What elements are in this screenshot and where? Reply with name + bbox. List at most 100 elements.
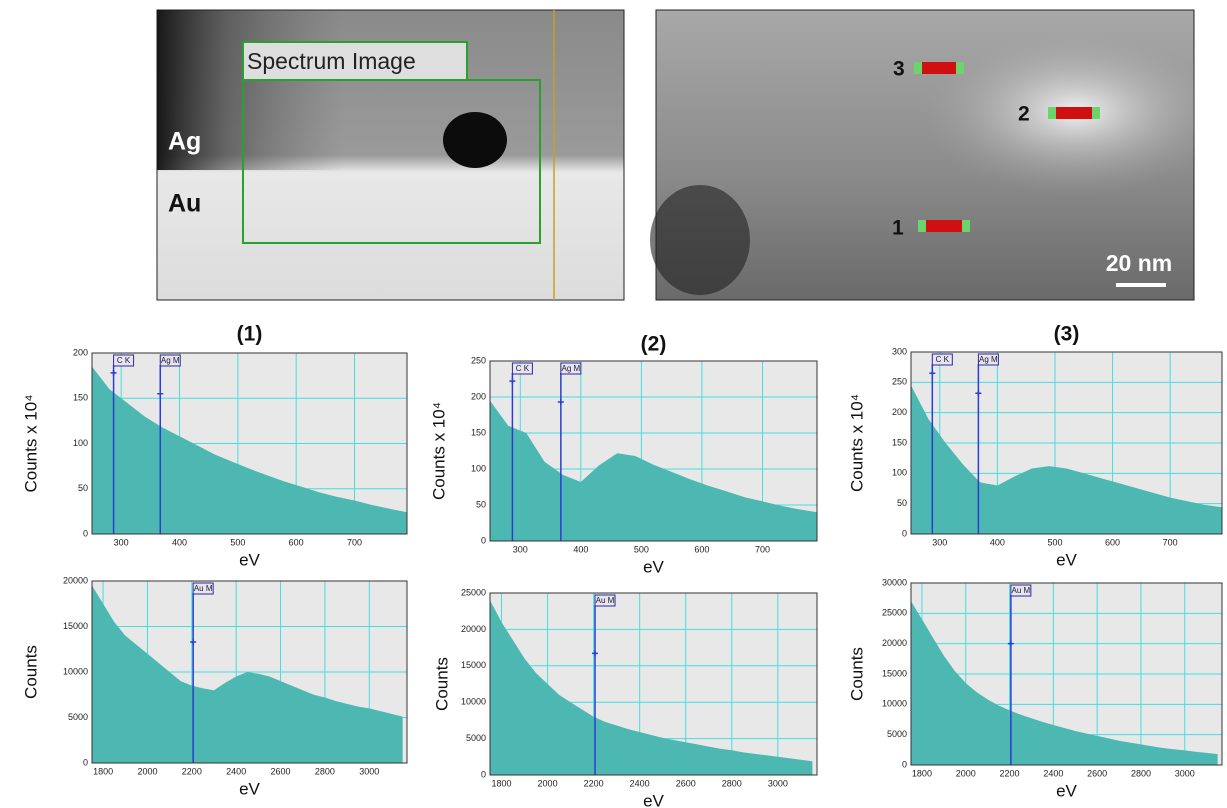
point-marker bbox=[1048, 107, 1100, 119]
x-tick-label: 3000 bbox=[1175, 768, 1195, 778]
point-marker bbox=[914, 62, 964, 74]
x-axis-label: eV bbox=[643, 791, 664, 808]
x-tick-label: 2600 bbox=[1087, 768, 1107, 778]
y-tick-label: 25000 bbox=[461, 587, 486, 597]
x-tick-label: 2400 bbox=[1043, 768, 1063, 778]
edge-marker bbox=[975, 390, 982, 397]
y-tick-label: 20000 bbox=[882, 638, 907, 648]
spectrum-image: 3 2 1 20 nm bbox=[650, 9, 1195, 301]
x-tick-label: 2800 bbox=[315, 766, 335, 776]
y-tick-label: 50 bbox=[897, 498, 907, 508]
chart-title: (1) bbox=[237, 323, 263, 346]
x-tick-label: 2000 bbox=[137, 766, 157, 776]
y-tick-label: 5000 bbox=[68, 712, 88, 722]
edge-label-box bbox=[977, 353, 999, 366]
x-tick-label: 700 bbox=[755, 544, 770, 554]
edge-label-box bbox=[594, 594, 616, 607]
x-tick-label: 2400 bbox=[226, 766, 246, 776]
edge-label-box bbox=[192, 582, 214, 595]
x-tick-label: 400 bbox=[172, 537, 187, 547]
y-axis-label: Counts bbox=[847, 647, 866, 701]
edge-label-box bbox=[1010, 584, 1032, 597]
spectrum-area bbox=[92, 585, 403, 763]
edge-label-box bbox=[560, 362, 582, 375]
y-tick-label: 5000 bbox=[466, 733, 486, 743]
x-tick-label: 2000 bbox=[956, 768, 976, 778]
x-tick-label: 2800 bbox=[1131, 768, 1151, 778]
x-axis-label: eV bbox=[239, 779, 260, 798]
plot-frame bbox=[91, 352, 408, 535]
x-tick-label: 3000 bbox=[359, 766, 379, 776]
x-axis-label: eV bbox=[1056, 550, 1077, 569]
chart: 0 50 100 150 200 250 300 400 500 600 700 C K Ag M (2)… bbox=[429, 333, 818, 576]
edge-label: C K bbox=[516, 364, 530, 373]
x-tick-label: 3000 bbox=[768, 778, 788, 788]
y-axis-label: Counts x 10⁴ bbox=[847, 394, 866, 492]
edge-label: Ag M bbox=[161, 356, 180, 365]
edge-marker bbox=[557, 399, 564, 406]
x-tick-label: 1800 bbox=[912, 768, 932, 778]
y-tick-label: 100 bbox=[892, 468, 907, 478]
y-axis-label: Counts x 10⁴ bbox=[429, 402, 448, 500]
y-axis-label: Counts bbox=[21, 645, 40, 699]
y-tick-label: 200 bbox=[73, 347, 88, 357]
x-tick-label: 1800 bbox=[93, 766, 113, 776]
y-tick-label: 20000 bbox=[461, 624, 486, 634]
edge-label: C K bbox=[936, 355, 950, 364]
edge-label-box bbox=[931, 353, 953, 366]
plot-frame bbox=[489, 592, 818, 776]
x-tick-label: 500 bbox=[230, 537, 245, 547]
scale-bar bbox=[1116, 283, 1166, 287]
y-tick-label: 50 bbox=[78, 483, 88, 493]
y-tick-label: 10000 bbox=[882, 699, 907, 709]
x-tick-label: 2200 bbox=[584, 778, 604, 788]
scale-bar-label: 20 nm bbox=[1106, 250, 1172, 276]
x-tick-label: 2600 bbox=[271, 766, 291, 776]
plot-frame bbox=[910, 582, 1223, 766]
x-tick-label: 600 bbox=[289, 537, 304, 547]
spectrum-area bbox=[490, 400, 817, 541]
x-tick-label: 300 bbox=[932, 537, 947, 547]
edge-marker bbox=[509, 378, 516, 385]
y-tick-label: 0 bbox=[481, 769, 486, 779]
x-axis-label: eV bbox=[1056, 781, 1077, 800]
point-label: 3 bbox=[893, 58, 905, 81]
edge-marker bbox=[190, 638, 197, 645]
y-tick-label: 0 bbox=[481, 535, 486, 545]
x-tick-label: 700 bbox=[347, 537, 362, 547]
x-tick-label: 2400 bbox=[630, 778, 650, 788]
x-tick-label: 300 bbox=[114, 537, 129, 547]
image-label: Au bbox=[168, 190, 201, 218]
x-tick-label: 700 bbox=[1163, 537, 1178, 547]
y-tick-label: 200 bbox=[471, 391, 486, 401]
chart: 0 5000 10000 15000 20000 25000 1800 2000 2200 240… bbox=[432, 587, 818, 808]
y-tick-label: 50 bbox=[476, 499, 486, 509]
chart: 0 5000 10000 15000 20000 1800 2000 2200 2400 2600… bbox=[21, 575, 408, 798]
edge-marker bbox=[1007, 640, 1014, 647]
y-tick-label: 0 bbox=[902, 759, 907, 769]
stem-image: Spectrum Image Ag Au bbox=[156, 9, 625, 301]
edge-label-box bbox=[113, 354, 135, 367]
point-marker bbox=[918, 220, 970, 232]
chart: 0 50 100 150 200 250 300 300 400 500 600 700 C K Ag M… bbox=[847, 323, 1223, 569]
edge-marker bbox=[592, 650, 599, 657]
image-shade bbox=[650, 185, 750, 295]
chart-title: (2) bbox=[641, 333, 667, 356]
spectrum-area bbox=[490, 600, 813, 775]
x-tick-label: 2800 bbox=[722, 778, 742, 788]
x-axis-label: eV bbox=[239, 550, 260, 569]
chart: 0 5000 10000 15000 20000 25000 30000 1800 2000 22… bbox=[847, 577, 1223, 800]
point-label: 1 bbox=[892, 217, 904, 240]
point-label: 2 bbox=[1018, 103, 1030, 126]
image-shade bbox=[157, 10, 624, 170]
spectrum-area bbox=[911, 385, 1222, 534]
x-tick-label: 500 bbox=[634, 544, 649, 554]
x-tick-label: 2000 bbox=[538, 778, 558, 788]
y-tick-label: 10000 bbox=[63, 666, 88, 676]
y-tick-label: 300 bbox=[892, 346, 907, 356]
y-axis-label: Counts x 10⁴ bbox=[21, 394, 40, 492]
region-label: Spectrum Image bbox=[247, 48, 416, 74]
y-tick-label: 25000 bbox=[882, 608, 907, 618]
x-tick-label: 600 bbox=[694, 544, 709, 554]
